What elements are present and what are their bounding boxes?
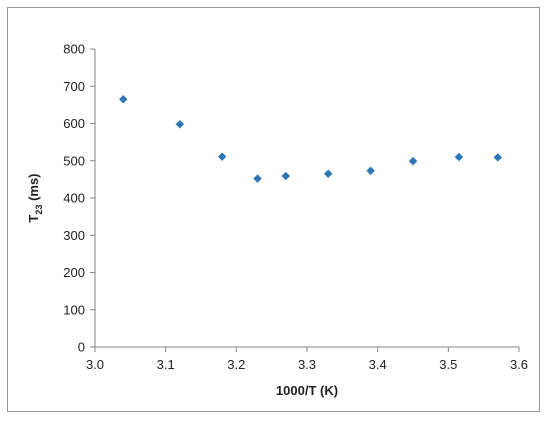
data-point bbox=[253, 174, 262, 183]
y-tick-label: 400 bbox=[63, 191, 85, 206]
x-tick-label: 3.4 bbox=[369, 357, 387, 372]
y-tick-label: 200 bbox=[63, 265, 85, 280]
x-axis-title: 1000/T (K) bbox=[276, 383, 338, 398]
y-axis-title-unit: (ms) bbox=[26, 173, 41, 204]
data-point bbox=[493, 153, 502, 162]
y-tick-label: 100 bbox=[63, 302, 85, 317]
data-point bbox=[281, 171, 290, 181]
y-axis-title-subscript: 23 bbox=[34, 205, 44, 215]
y-tick-label: 700 bbox=[63, 79, 85, 94]
x-tick-label: 3.3 bbox=[298, 357, 316, 372]
data-point bbox=[454, 152, 464, 162]
y-tick-label: 500 bbox=[63, 153, 85, 168]
data-point bbox=[366, 166, 375, 176]
x-tick-labels: 3.0 3.1 3.2 3.3 3.4 3.5 3.6 bbox=[86, 357, 528, 372]
data-point bbox=[175, 120, 184, 129]
data-point bbox=[119, 95, 128, 104]
x-tick-label: 3.6 bbox=[510, 357, 528, 372]
y-axis-title-main: T bbox=[26, 215, 41, 223]
x-tick-label: 3.0 bbox=[86, 357, 104, 372]
y-tick-labels: 0 100 200 300 400 500 600 700 800 bbox=[63, 42, 85, 355]
y-tick-label: 800 bbox=[63, 42, 85, 57]
x-tick-label: 3.2 bbox=[227, 357, 245, 372]
y-tick-label: 600 bbox=[63, 116, 85, 131]
x-tick-label: 3.5 bbox=[439, 357, 457, 372]
x-tick-label: 3.1 bbox=[157, 357, 175, 372]
axes bbox=[90, 48, 520, 352]
data-point bbox=[408, 156, 418, 166]
y-axis-title: T23 (ms) bbox=[26, 173, 44, 222]
chart-frame: 0 100 200 300 400 500 600 700 800 3.0 3.1 3.2 3.3 3.… bbox=[7, 7, 540, 412]
data-point bbox=[324, 169, 333, 178]
data-points bbox=[119, 95, 502, 183]
y-tick-label: 0 bbox=[78, 340, 85, 355]
y-tick-label: 300 bbox=[63, 228, 85, 243]
data-point bbox=[218, 152, 227, 161]
